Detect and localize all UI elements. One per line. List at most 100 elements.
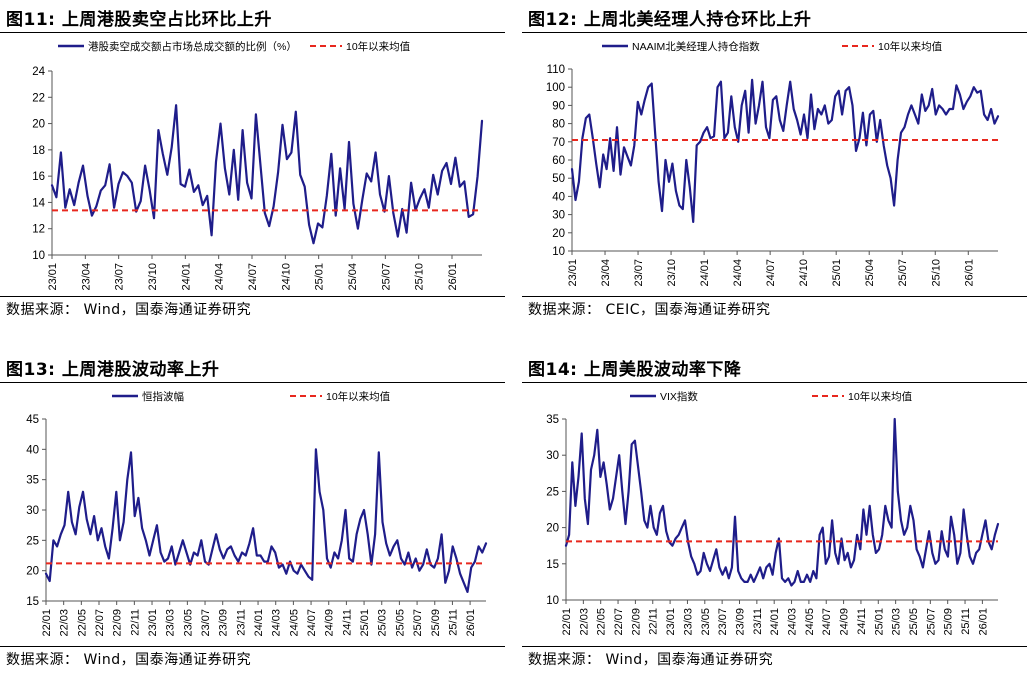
x-tick-label: 24/01	[769, 608, 781, 636]
title-rule	[0, 32, 505, 33]
x-tick-label: 22/01	[561, 608, 573, 636]
x-tick-label: 25/11	[447, 609, 459, 636]
legend: VIX指数 10年以来均值	[630, 390, 913, 403]
y-tick-label: 18	[32, 145, 45, 157]
title-rule	[522, 382, 1027, 383]
x-tick-label: 25/03	[891, 608, 903, 636]
y-tick-label: 20	[552, 228, 565, 240]
y-tick-label: 14	[32, 197, 45, 209]
y-tick-label: 10	[546, 595, 559, 607]
x-tick-label: 22/07	[613, 608, 625, 636]
x-tick-label: 24/03	[271, 609, 283, 637]
source-rule	[0, 296, 505, 297]
x-tick-label: 26/01	[977, 608, 989, 636]
x-tick-label: 25/01	[314, 263, 326, 291]
x-tick-label: 22/03	[578, 608, 590, 636]
x-tick-label: 23/07	[633, 259, 645, 287]
y-tick-label: 110	[547, 64, 565, 76]
x-tick-label: 24/07	[821, 608, 833, 636]
x-tick-label: 24/07	[765, 259, 777, 287]
y-tick-label: 45	[26, 414, 39, 426]
x-tick-label: 25/07	[897, 259, 909, 287]
legend-series-label: NAAIM北美经理人持仓指数	[632, 40, 760, 53]
x-tick-label: 24/01	[699, 259, 711, 287]
source-rule	[522, 646, 1027, 647]
legend-mean-label: 10年以来均值	[878, 40, 943, 53]
x-tick-label: 22/05	[596, 608, 608, 636]
x-tick-label: 25/07	[925, 608, 937, 636]
chart-figure-12: NAAIM北美经理人持仓指数 10年以来均值 10 20 30 40 50 60 70 80 90 1…	[546, 40, 1000, 287]
series-line	[50, 104, 484, 245]
figure-13-panel: 图13: 上周港股波动率上升 恒指波幅 10年以来均值 15 20 25 30 35 40 45…	[0, 350, 505, 686]
figure-12-panel: 图12: 上周北美经理人持仓环比上升 NAAIM北美经理人持仓指数 10年以来均值…	[522, 0, 1027, 336]
x-tick-label: 25/04	[864, 259, 876, 287]
x-tick-label: 23/04	[600, 259, 612, 287]
x-tick-label: 24/01	[180, 263, 192, 291]
x-tick-label: 25/09	[943, 608, 955, 636]
legend-mean-label: 10年以来均值	[326, 390, 391, 403]
x-tick-label: 24/04	[214, 263, 226, 291]
y-tick-label: 15	[26, 596, 39, 608]
source-note: 数据来源： Wind，国泰海通证券研究	[528, 652, 774, 668]
x-tick-label: 24/07	[247, 263, 259, 291]
y-tick-label: 20	[26, 566, 39, 578]
source-note: 数据来源： Wind，国泰海通证券研究	[6, 302, 252, 318]
x-tick-label: 22/05	[76, 609, 88, 637]
x-tick-label: 25/07	[412, 609, 424, 637]
x-tick-label: 23/07	[717, 608, 729, 636]
x-tick-label: 22/01	[41, 609, 53, 637]
x-tick-label: 23/07	[114, 263, 126, 291]
x-tick-label: 23/11	[752, 608, 764, 635]
x-tick-label: 23/03	[165, 609, 177, 637]
series-line	[44, 448, 488, 593]
y-tick-label: 60	[552, 155, 565, 167]
y-tick-label: 80	[552, 119, 565, 131]
y-tick-label: 24	[32, 66, 45, 78]
x-tick-label: 25/10	[930, 259, 942, 287]
legend-series-label: VIX指数	[660, 390, 698, 403]
x-tick-label: 24/03	[787, 608, 799, 636]
y-tick-label: 10	[552, 246, 565, 258]
chart-figure-13: 恒指波幅 10年以来均值 15 20 25 30 35 40 45 22/01 22/03 22/05…	[26, 390, 488, 637]
x-tick-label: 24/04	[732, 259, 744, 287]
x-tick-label: 24/01	[253, 609, 265, 637]
x-tick-label: 23/09	[734, 608, 746, 636]
figure-title: 图13: 上周港股波动率上升	[6, 360, 220, 380]
y-tick-label: 35	[26, 475, 39, 487]
legend: 恒指波幅 10年以来均值	[112, 390, 391, 403]
y-tick-label: 12	[32, 224, 45, 236]
x-tick-label: 24/05	[288, 609, 300, 637]
figure-11-panel: 图11: 上周港股卖空占比环比上升 港股卖空成交额占市场总成交额的比例（%） 10…	[0, 0, 505, 336]
y-tick-label: 20	[32, 119, 45, 131]
x-tick-label: 24/05	[804, 608, 816, 636]
legend-series-label: 港股卖空成交额占市场总成交额的比例（%）	[88, 40, 297, 53]
y-tick-label: 30	[26, 505, 39, 517]
x-tick-label: 24/09	[839, 608, 851, 636]
y-tick-label: 50	[552, 173, 565, 185]
x-tick-label: 23/01	[147, 609, 159, 637]
y-tick-label: 100	[546, 82, 565, 94]
y-tick-label: 25	[546, 486, 559, 498]
x-tick-label: 24/10	[798, 259, 810, 287]
legend: NAAIM北美经理人持仓指数 10年以来均值	[602, 40, 943, 53]
y-tick-label: 35	[546, 414, 559, 426]
x-tick-label: 24/11	[856, 608, 868, 635]
x-tick-label: 26/01	[465, 609, 477, 637]
x-tick-label: 25/01	[873, 608, 885, 636]
source-note: 数据来源： Wind，国泰海通证券研究	[6, 652, 252, 668]
series-line	[570, 78, 1000, 223]
figure-title: 图12: 上周北美经理人持仓环比上升	[528, 10, 812, 30]
x-tick-label: 22/03	[59, 609, 71, 637]
x-tick-label: 23/05	[700, 608, 712, 636]
x-tick-label: 26/01	[447, 263, 459, 291]
x-tick-label: 25/01	[359, 609, 371, 637]
legend-mean-label: 10年以来均值	[346, 40, 411, 53]
chart-figure-14: VIX指数 10年以来均值 10 15 20 25 30 35 22/01 22/03 22/05 2…	[546, 390, 1000, 636]
x-tick-label: 23/10	[666, 259, 678, 287]
x-tick-label: 23/01	[47, 263, 59, 291]
x-tick-label: 26/01	[963, 259, 975, 287]
source-rule	[0, 646, 505, 647]
figure-title: 图11: 上周港股卖空占比环比上升	[6, 10, 272, 30]
legend: 港股卖空成交额占市场总成交额的比例（%） 10年以来均值	[58, 40, 411, 53]
x-tick-label: 25/04	[347, 263, 359, 291]
